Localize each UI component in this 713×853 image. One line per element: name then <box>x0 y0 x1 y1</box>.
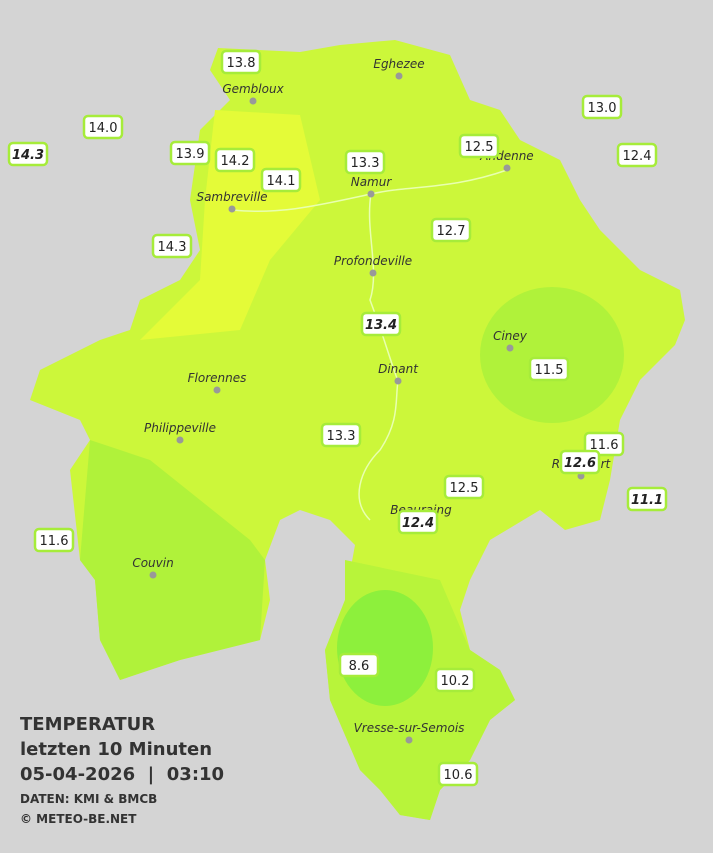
city-label: Sambreville <box>196 190 267 204</box>
station-temperature: 12.7 <box>437 224 466 239</box>
legend-period: letzten 10 Minuten <box>20 739 212 760</box>
legend-title: TEMPERATUR <box>20 714 155 735</box>
station-temperature: 11.1 <box>631 493 663 508</box>
station-box <box>220 49 262 75</box>
station-temperature: 12.6 <box>564 456 596 471</box>
station-temperature: 14.3 <box>158 240 187 255</box>
city-label: Gembloux <box>222 82 284 96</box>
legend-copyright: © METEO-BE.NET <box>20 812 137 826</box>
city-label: Profondeville <box>334 254 412 268</box>
station-box <box>430 217 472 243</box>
station-box <box>7 141 49 167</box>
station-temperature: 13.9 <box>176 147 205 162</box>
city-label: Ciney <box>493 329 528 343</box>
station-temperature: 12.5 <box>450 481 479 496</box>
station-box <box>458 133 500 159</box>
station-temperature: 14.2 <box>221 154 250 169</box>
station-box <box>214 147 256 173</box>
station-temperature: 13.8 <box>227 56 256 71</box>
station-temperature: 11.5 <box>535 363 564 378</box>
station-box <box>397 509 439 535</box>
station-box <box>581 94 623 120</box>
city-dot <box>228 205 236 213</box>
station-temperature: 13.0 <box>588 101 617 116</box>
station-temperature: 10.6 <box>444 768 473 783</box>
station-temperature: 12.4 <box>402 516 434 531</box>
city-dot <box>149 571 157 579</box>
station-box <box>82 114 124 140</box>
station-box <box>626 486 668 512</box>
city-label: Eghezee <box>373 57 424 71</box>
city-dot <box>369 269 377 277</box>
station-box <box>443 474 485 500</box>
station-temperature: 14.1 <box>267 174 296 189</box>
city-dot <box>213 386 221 394</box>
station-temperature: 13.3 <box>351 156 380 171</box>
station-box <box>344 149 386 175</box>
city-dot <box>249 97 257 105</box>
station-box <box>169 140 211 166</box>
station-box <box>559 449 601 475</box>
city-label: Philippeville <box>144 421 216 435</box>
city-dot <box>395 72 403 80</box>
station-temperature: 11.6 <box>40 534 69 549</box>
city-label: Florennes <box>188 371 247 385</box>
station-layer: 13.8 14.0 14.3 13.9 14.2 14.1 13.3 12.5 13.0 12.4… <box>7 49 668 787</box>
station-temperature: 14.3 <box>12 148 44 163</box>
station-temperature: 11.6 <box>590 438 619 453</box>
city-label: Dinant <box>378 362 419 376</box>
warm-zone <box>140 110 320 340</box>
station-temperature: 13.3 <box>327 429 356 444</box>
city-dot <box>503 164 511 172</box>
city-dot <box>176 436 184 444</box>
cool-zone <box>80 440 265 680</box>
station-box <box>320 422 362 448</box>
city-dot <box>506 344 514 352</box>
station-box <box>434 667 476 693</box>
city-dot <box>405 736 413 744</box>
city-label: Namur <box>351 175 393 189</box>
station-box <box>33 527 75 553</box>
city-label: Vresse-sur-Semois <box>354 721 465 735</box>
city-dot <box>367 190 375 198</box>
station-box <box>360 311 402 337</box>
station-temperature: 13.4 <box>365 318 397 333</box>
city-label: Couvin <box>132 556 173 570</box>
station-box <box>528 356 570 382</box>
legend: TEMPERATUR letzten 10 Minuten 05-04-2026… <box>20 714 224 826</box>
station-box <box>260 167 302 193</box>
station-box <box>437 761 479 787</box>
city-dot <box>394 377 402 385</box>
station-temperature: 12.4 <box>623 149 652 164</box>
station-box <box>616 142 658 168</box>
legend-source: DATEN: KMI & BMCB <box>20 792 157 806</box>
station-box <box>151 233 193 259</box>
station-box <box>338 652 380 678</box>
station-box <box>583 431 625 457</box>
station-temperature: 12.5 <box>465 140 494 155</box>
cool-zone <box>480 287 624 423</box>
legend-datetime: 05-04-2026 | 03:10 <box>20 764 224 785</box>
cold-zone <box>337 590 433 706</box>
station-temperature: 8.6 <box>349 659 370 674</box>
station-temperature: 14.0 <box>89 121 118 136</box>
station-temperature: 10.2 <box>441 674 470 689</box>
